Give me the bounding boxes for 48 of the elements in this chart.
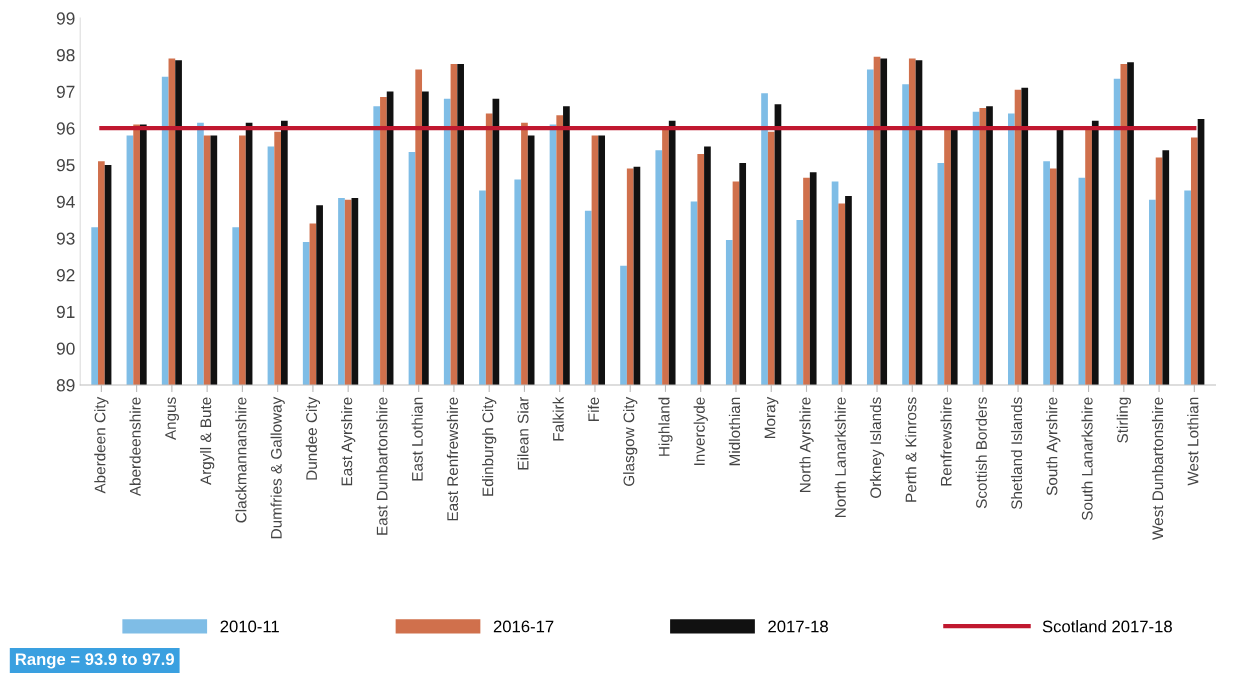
x-tick-label: West Dunbartonshire <box>1151 397 1164 540</box>
x-tick-label: Fife <box>587 397 600 421</box>
x-tick-label: Dumfries & Galloway <box>270 396 285 539</box>
x-tick-label: East Renfrewshire <box>446 397 459 521</box>
text: Range = 93.9 to 97.9 <box>15 653 174 669</box>
x-tick-label: Clackmannanshire <box>235 397 247 523</box>
x-tick-label: Moray <box>764 396 779 438</box>
x-tick-label: East Dunbartonshire <box>376 397 388 535</box>
y-tick-label: 98 <box>56 49 75 62</box>
x-tick-label: East Lothian <box>411 397 423 481</box>
x-tick-label: Argyll & Bute <box>200 397 215 486</box>
x-tick-label: Shetland Islands <box>1010 397 1023 510</box>
x-tick-label: Highland <box>658 397 673 456</box>
x-tick-label: Perth & Kinross <box>905 397 917 502</box>
y-tick-label: 96 <box>56 122 75 135</box>
x-tick-label: Dundee City <box>305 396 321 480</box>
x-tick-label: Stirling <box>1116 397 1131 443</box>
x-tick-label: North Ayrshire <box>799 397 814 493</box>
x-tick-label: Midlothian <box>728 397 741 466</box>
x-tick-label: West Lothian <box>1187 397 1199 486</box>
legend-label: 2016-17 <box>493 620 554 633</box>
x-tick-label: Orkney Islands <box>869 397 885 498</box>
x-tick-label: East Ayrshire <box>341 397 356 486</box>
y-tick-label: 94 <box>56 195 75 209</box>
legend-label: Scotland 2017-18 <box>1042 620 1172 633</box>
legend-label: 2017-18 <box>768 620 828 633</box>
y-tick-label: 91 <box>56 305 75 319</box>
x-tick-label: Falkirk <box>552 396 564 441</box>
x-tick-label: Eilean Siar <box>517 397 529 470</box>
x-tick-label: Inverclyde <box>693 397 708 465</box>
x-tick-label: South Lanarkshire <box>1081 397 1093 521</box>
x-tick-label: Glasgow City <box>623 396 638 486</box>
x-tick-label: South Ayrshire <box>1046 397 1061 496</box>
x-tick-label: Edinburgh City <box>482 396 497 496</box>
x-tick-label: Aberdeenshire <box>129 397 141 497</box>
y-tick-label: 93 <box>56 232 75 245</box>
y-tick-label: 99 <box>56 12 75 25</box>
y-tick-label: 92 <box>56 269 75 282</box>
y-tick-label: 97 <box>56 85 75 98</box>
legend-label: 2010-11 <box>220 620 279 633</box>
x-tick-label: Angus <box>165 397 179 441</box>
x-tick-label: Aberdeen City <box>94 396 109 494</box>
y-tick-label: 89 <box>56 379 75 392</box>
x-tick-label: North Lanarkshire <box>834 397 846 517</box>
y-tick-label: 90 <box>56 342 75 355</box>
y-tick-label: 95 <box>56 159 75 172</box>
x-tick-label: Scottish Borders <box>975 397 987 509</box>
x-tick-label: Renfrewshire <box>940 397 952 486</box>
